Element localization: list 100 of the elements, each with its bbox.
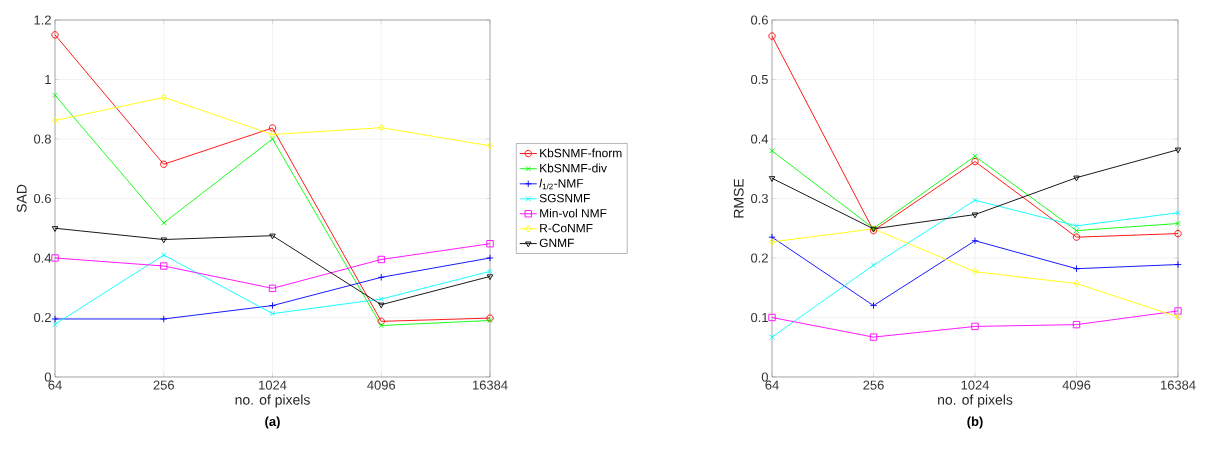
point [160,160,168,168]
y-tick-label: 1.2 [34,15,51,25]
point [160,262,168,270]
y-tick-label: 0.2 [33,312,51,323]
point [870,262,877,268]
point [1073,227,1080,234]
point [160,93,167,101]
point [268,301,277,310]
x-tick-label: 256 [863,380,884,390]
point [51,31,59,39]
x-tick-label: 64 [765,380,779,390]
text: (a) [265,416,280,429]
point [52,321,58,328]
x-tick-label: 1024 [961,380,990,390]
point [971,157,979,166]
point [51,315,59,323]
point [1072,265,1081,273]
point [768,233,776,241]
point [268,124,277,132]
point [972,153,978,159]
legend-label: SGSNMF [539,193,590,203]
point [1073,175,1080,182]
point [51,254,59,262]
x-tick-label: 4096 [1062,380,1091,390]
point [269,233,276,240]
x-axis-title: no. of pixels [235,394,310,408]
x-tick-label: 64 [48,380,62,390]
point [378,322,384,329]
point [269,136,276,142]
point [769,334,775,340]
point [1072,233,1081,241]
y-tick-label: 0.6 [33,193,51,204]
point [378,296,384,302]
point [1174,307,1182,315]
text: (b) [967,416,983,429]
y-axis-title: SAD [16,184,27,213]
point [972,197,978,203]
point [869,301,878,310]
point [1175,313,1181,321]
legend-label: Min-vol NMF [540,208,607,218]
point [769,238,775,246]
y-tick-label: 1 [45,75,51,84]
point [1073,279,1080,288]
point [971,212,979,219]
point [768,32,776,40]
point [160,237,167,244]
point [768,176,776,182]
point [487,142,493,150]
legend-label: l$_{1/2}$-NMF [539,178,584,190]
point [769,148,775,154]
point [161,252,167,258]
y-tick-label: 0.6 [750,15,768,25]
point [377,255,385,264]
point [269,130,276,139]
point [1174,147,1182,154]
point [486,254,494,262]
point [1072,320,1081,329]
x-axis-title: no. of pixels [938,394,1013,408]
point [51,226,59,232]
point [378,124,385,132]
y-tick-label: 0.5 [750,74,768,85]
y-tick-label: 0.3 [750,193,768,204]
x-tick-label: 4096 [367,380,396,390]
point [487,268,493,275]
point [486,274,494,281]
point [269,310,276,317]
point [377,317,385,325]
x-tick-label: 256 [153,380,174,390]
point [377,273,385,281]
legend-label: R-CoNMF [540,223,593,233]
point [972,268,978,276]
point [378,302,385,309]
y-axis-title: RMSE [733,178,744,218]
point [52,92,58,98]
y-tick-label: 0.4 [750,134,769,144]
point [1174,229,1182,238]
point [160,315,168,323]
point [1073,223,1080,229]
x-tick-label: 16384 [472,380,508,390]
legend-label: GNMF [539,238,574,248]
x-tick-label: 16384 [1160,380,1196,390]
x-tick-label: 1024 [259,380,287,390]
point [1175,210,1181,216]
point [1175,220,1181,227]
point [268,284,277,292]
point [486,240,494,248]
point [971,322,979,331]
y-tick-label: 0.4 [33,253,52,263]
y-tick-label: 0.2 [750,253,768,263]
y-tick-label: 0 [44,372,51,382]
y-tick-label: 0 [761,372,768,382]
y-tick-label: 0.1 [750,312,768,323]
point [161,220,167,226]
point [1174,260,1182,269]
point [869,333,878,341]
point [971,237,979,245]
y-tick-label: 0.8 [33,134,51,144]
legend-label: KbSNMF-fnorm [540,148,622,158]
point [768,313,776,322]
legend-label: KbSNMF-div [540,163,607,173]
